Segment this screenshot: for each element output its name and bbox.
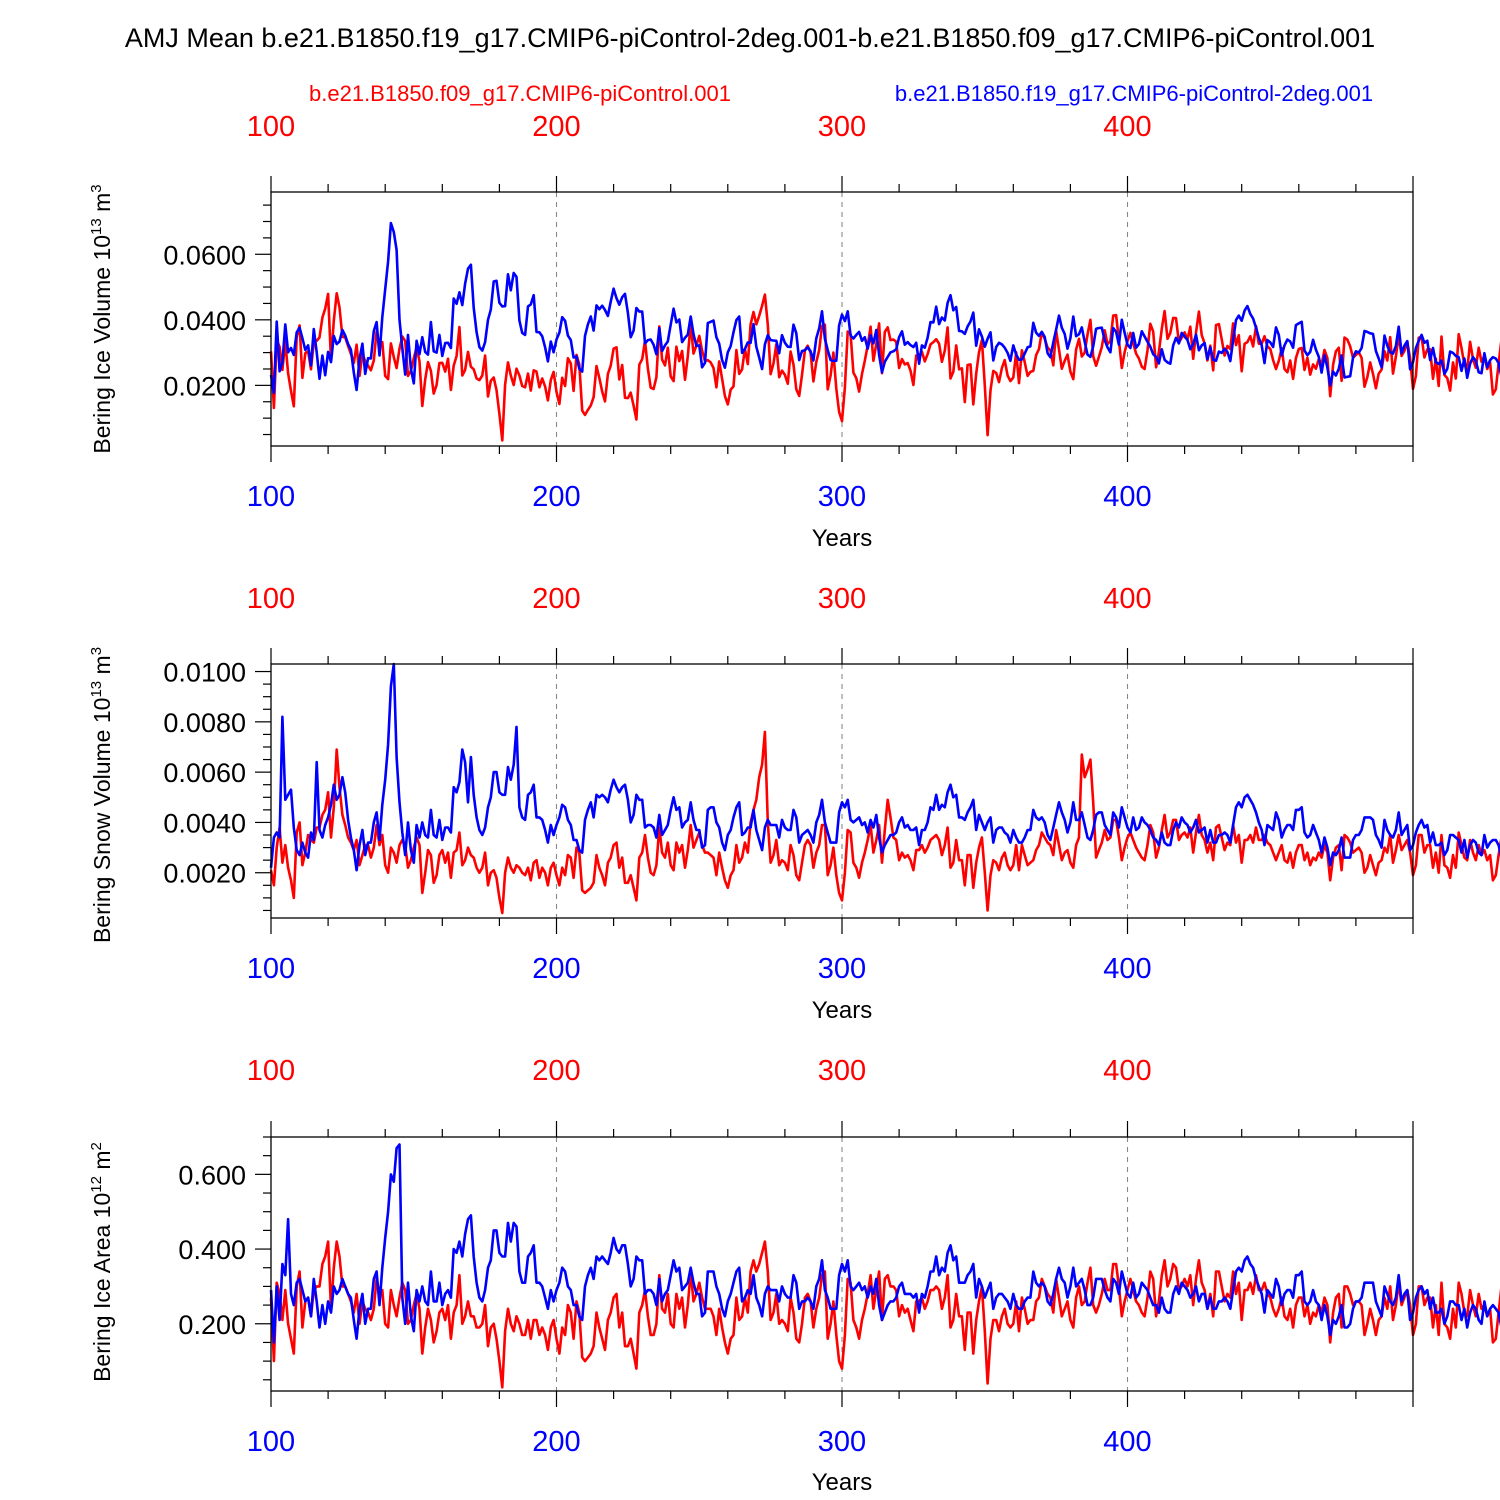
snow-volume-ytick-label: 0.0060	[163, 758, 246, 788]
snow-volume-ytick-label: 0.0100	[163, 658, 246, 688]
snow-volume-panel: 100 200 300 400 100 200 300 400 0.0020 0.0040 0.00…	[88, 583, 1500, 1024]
snow-volume-xtick-label-bottom: 300	[818, 953, 866, 985]
snow-volume-frame	[270, 663, 1414, 919]
ice-volume-panel: 100 200 300 400 100 200 300 400 0.0200 0.0400 0.06…	[88, 111, 1500, 552]
ice-area-xtick-label-top: 300	[818, 1055, 866, 1087]
ice-area-ytick-label: 0.200	[178, 1310, 246, 1340]
ice-volume-ytick-label: 0.0400	[163, 306, 246, 336]
ice-area-xtick-label-top: 400	[1103, 1055, 1151, 1087]
ice-volume-xtick-label-top: 400	[1103, 111, 1151, 143]
ice-area-xtick-label-top: 200	[532, 1055, 580, 1087]
snow-volume-series-f19	[269, 662, 1500, 872]
ice-area-xtick-label-top: 100	[247, 1055, 295, 1087]
snow-volume-y-axis-label: Bering Snow Volume 1013 m3	[88, 647, 115, 943]
ice-area-ytick-label: 0.600	[178, 1160, 246, 1190]
ice-area-xtick-label-bottom: 200	[532, 1426, 580, 1458]
ice-area-series-f19	[269, 1143, 1500, 1344]
snow-volume-ytick-label: 0.0080	[163, 708, 246, 738]
snow-volume-xtick-label-top: 200	[532, 583, 580, 615]
snow-volume-xtick-label-bottom: 200	[532, 953, 580, 985]
ice-volume-y-axis-label: Bering Ice Volume 1013 m3	[88, 184, 115, 453]
snow-volume-series-f09	[269, 730, 1500, 915]
ice-area-y-axis-label: Bering Ice Area 1012 m2	[88, 1142, 115, 1382]
ice-volume-xtick-label-bottom: 100	[247, 481, 295, 513]
ice-area-ytick-label: 0.400	[178, 1235, 246, 1265]
snow-volume-xtick-label-top: 300	[818, 583, 866, 615]
snow-volume-x-axis-label: Years	[812, 997, 873, 1024]
snow-volume-xtick-label-bottom: 100	[247, 953, 295, 985]
figure-title: AMJ Mean b.e21.B1850.f19_g17.CMIP6-piCon…	[125, 23, 1375, 53]
ice-area-series-f09	[269, 1240, 1500, 1389]
ice-volume-series-f09	[269, 291, 1500, 442]
snow-volume-xtick-label-bottom: 400	[1103, 953, 1151, 985]
ice-area-xtick-label-bottom: 400	[1103, 1426, 1151, 1458]
ice-area-xtick-label-bottom: 300	[818, 1426, 866, 1458]
legend-case-f19: b.e21.B1850.f19_g17.CMIP6-piControl-2deg…	[895, 81, 1373, 106]
snow-volume-xtick-label-top: 100	[247, 583, 295, 615]
ice-volume-xtick-label-top: 100	[247, 111, 295, 143]
ice-area-xtick-label-bottom: 100	[247, 1426, 295, 1458]
ice-volume-xtick-label-bottom: 400	[1103, 481, 1151, 513]
ice-area-panel: 100 200 300 400 100 200 300 400 0.200 0.400 0.600 Y…	[88, 1055, 1500, 1496]
panels-container: 100 200 300 400 100 200 300 400 0.0200 0.0400 0.06…	[88, 111, 1500, 1496]
ice-volume-series-f19	[269, 221, 1500, 395]
ice-volume-xtick-label-bottom: 300	[818, 481, 866, 513]
ice-volume-xtick-label-top: 300	[818, 111, 866, 143]
ice-volume-ytick-label: 0.0600	[163, 240, 246, 270]
snow-volume-xtick-label-top: 400	[1103, 583, 1151, 615]
legend-case-f09: b.e21.B1850.f09_g17.CMIP6-piControl.001	[309, 81, 731, 106]
ice-volume-x-axis-label: Years	[812, 525, 873, 552]
ice-volume-ytick-label: 0.0200	[163, 371, 246, 401]
ice-volume-xtick-label-top: 200	[532, 111, 580, 143]
snow-volume-ytick-label: 0.0040	[163, 808, 246, 838]
ice-area-x-axis-label: Years	[812, 1469, 873, 1496]
ice-volume-xtick-label-bottom: 200	[532, 481, 580, 513]
snow-volume-ytick-label: 0.0020	[163, 859, 246, 889]
